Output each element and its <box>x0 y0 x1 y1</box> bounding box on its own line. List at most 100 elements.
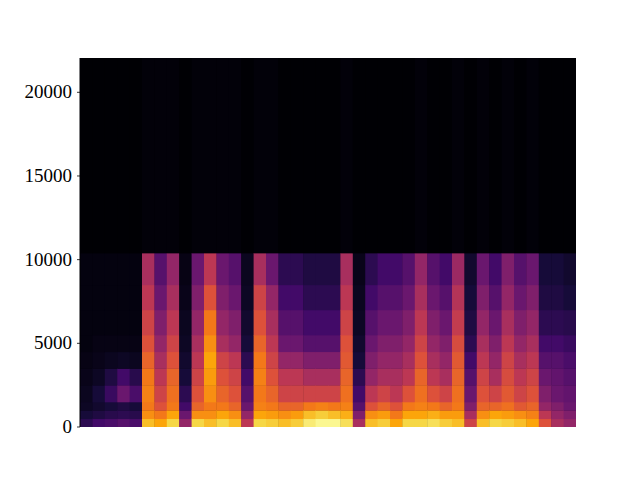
cell <box>539 368 552 385</box>
cell <box>192 410 205 419</box>
cell <box>365 410 378 419</box>
cell <box>179 253 192 285</box>
cell <box>440 352 453 369</box>
cell <box>551 419 564 427</box>
cell <box>229 402 242 411</box>
cell <box>80 410 93 419</box>
cell <box>92 368 105 385</box>
cell <box>117 402 130 411</box>
cell <box>340 368 353 385</box>
cell <box>353 385 366 402</box>
cell <box>526 285 539 311</box>
cell <box>328 253 341 285</box>
cell <box>303 419 316 427</box>
cell <box>80 285 93 311</box>
cell <box>192 402 205 411</box>
cell <box>514 410 527 419</box>
cell <box>254 335 267 352</box>
cell <box>303 368 316 385</box>
cell <box>92 410 105 419</box>
cell <box>142 310 155 336</box>
cell <box>229 285 242 311</box>
cell <box>551 310 564 336</box>
cell <box>229 310 242 336</box>
cell <box>291 352 304 369</box>
cell <box>402 352 415 369</box>
cell <box>154 402 167 411</box>
cell <box>526 253 539 285</box>
cell <box>266 410 279 419</box>
cell <box>340 419 353 427</box>
cell <box>142 402 155 411</box>
cell <box>378 310 391 336</box>
cell <box>415 352 428 369</box>
cell <box>303 285 316 311</box>
cell <box>526 402 539 411</box>
cell <box>514 335 527 352</box>
cell <box>142 419 155 427</box>
cell <box>477 253 490 285</box>
cell <box>402 310 415 336</box>
cell <box>477 285 490 311</box>
cell <box>266 368 279 385</box>
cell <box>365 385 378 402</box>
cell <box>303 385 316 402</box>
cell <box>564 419 576 427</box>
y-axis-line <box>80 58 81 427</box>
cell <box>452 402 465 411</box>
cell <box>266 58 279 253</box>
cell <box>427 335 440 352</box>
cell <box>266 402 279 411</box>
cell <box>340 58 353 253</box>
cell <box>365 402 378 411</box>
cell <box>316 410 329 419</box>
cell <box>378 402 391 411</box>
y-tick-label: 15000 <box>25 165 73 186</box>
cell <box>291 285 304 311</box>
cell <box>192 253 205 285</box>
cell <box>564 310 576 336</box>
cell <box>415 402 428 411</box>
cell <box>254 419 267 427</box>
cell <box>440 253 453 285</box>
cell <box>378 335 391 352</box>
cell <box>254 253 267 285</box>
cell <box>142 410 155 419</box>
cell <box>440 402 453 411</box>
cell <box>216 402 229 411</box>
cell <box>402 410 415 419</box>
cell <box>179 410 192 419</box>
cell <box>92 253 105 285</box>
cell <box>117 368 130 385</box>
cell <box>427 352 440 369</box>
cell <box>539 58 552 253</box>
cell <box>452 253 465 285</box>
cell <box>130 310 143 336</box>
cell <box>204 352 217 369</box>
cell <box>502 385 515 402</box>
cell <box>105 335 118 352</box>
cell <box>440 335 453 352</box>
y-tick <box>77 343 80 344</box>
cell <box>514 253 527 285</box>
cell <box>464 285 477 311</box>
cell <box>390 335 403 352</box>
cell <box>464 410 477 419</box>
cell <box>117 253 130 285</box>
cell <box>154 253 167 285</box>
cell <box>402 253 415 285</box>
cell <box>254 385 267 402</box>
cell <box>477 352 490 369</box>
cell <box>440 419 453 427</box>
cell <box>526 335 539 352</box>
cell <box>440 368 453 385</box>
cell <box>303 58 316 253</box>
cell <box>204 253 217 285</box>
cell <box>564 335 576 352</box>
plot-background <box>80 58 576 427</box>
cell <box>489 410 502 419</box>
cell <box>564 402 576 411</box>
cell <box>291 253 304 285</box>
cell <box>502 419 515 427</box>
cell <box>502 253 515 285</box>
